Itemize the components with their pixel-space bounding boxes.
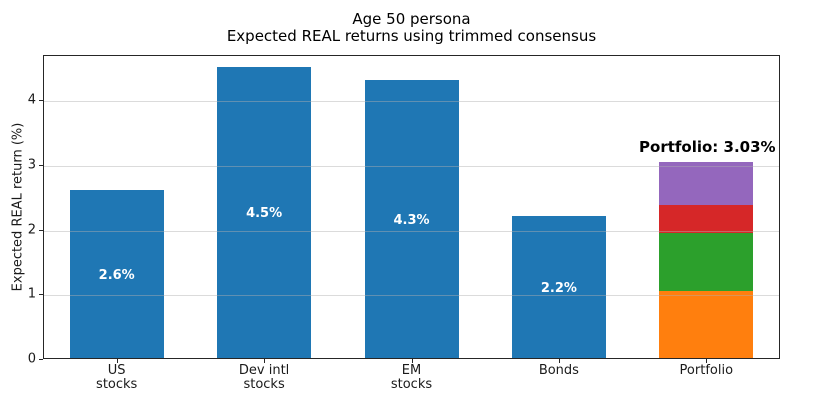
- x-tick-label: US stocks: [96, 363, 138, 392]
- x-tick-label: Dev intl stocks: [238, 363, 290, 392]
- gridline: [44, 101, 779, 103]
- y-tick-label: 4: [27, 92, 36, 108]
- gridline: [44, 230, 779, 232]
- bar-us-stocks: [69, 189, 164, 358]
- x-tick-label: Bonds: [538, 363, 579, 378]
- x-tick-label: EM stocks: [390, 363, 433, 392]
- y-axis-label: Expected REAL return (%): [10, 122, 26, 292]
- x-tick-mark: [411, 359, 413, 363]
- y-tick-mark: [39, 100, 43, 102]
- x-tick-mark: [706, 359, 708, 363]
- chart-title-line2: Expected REAL returns using trimmed cons…: [226, 27, 597, 45]
- bar-bonds: [511, 215, 606, 358]
- bar-dev-intl-stocks: [217, 66, 312, 358]
- y-tick-mark: [39, 229, 43, 231]
- stacked-bar-segment-4: [659, 162, 754, 205]
- y-tick-mark: [39, 294, 43, 296]
- y-tick-mark: [39, 359, 43, 360]
- x-tick-mark: [116, 359, 118, 363]
- y-tick-label: 1: [27, 286, 36, 302]
- x-tick-mark: [558, 359, 560, 363]
- stacked-bar-segment-2: [659, 232, 754, 291]
- stacked-bar-segment-1: [659, 290, 754, 358]
- plot-area: 2.6% 4.5% 4.3% 2.2% Portfolio: 3.03%: [43, 55, 780, 359]
- bar-value-label: 2.6%: [98, 267, 135, 283]
- gridline: [44, 165, 779, 167]
- x-tick-mark: [264, 359, 266, 363]
- x-tick-label: Portfolio: [679, 363, 734, 378]
- bar-em-stocks: [364, 79, 459, 358]
- chart-title-line1: Age 50 persona: [352, 10, 471, 28]
- bar-value-label: 4.5%: [246, 206, 283, 222]
- chart-title: Age 50 persona Expected REAL returns usi…: [43, 11, 780, 45]
- stacked-bar-segment-3: [659, 204, 754, 233]
- y-tick-mark: [39, 164, 43, 166]
- y-tick-label: 2: [27, 222, 36, 238]
- portfolio-total-annotation: Portfolio: 3.03%: [639, 138, 776, 157]
- bar-value-label: 2.2%: [540, 280, 577, 296]
- bar-value-label: 4.3%: [393, 212, 430, 228]
- y-tick-label: 0: [27, 351, 36, 367]
- y-tick-label: 3: [27, 157, 36, 173]
- gridline: [44, 295, 779, 297]
